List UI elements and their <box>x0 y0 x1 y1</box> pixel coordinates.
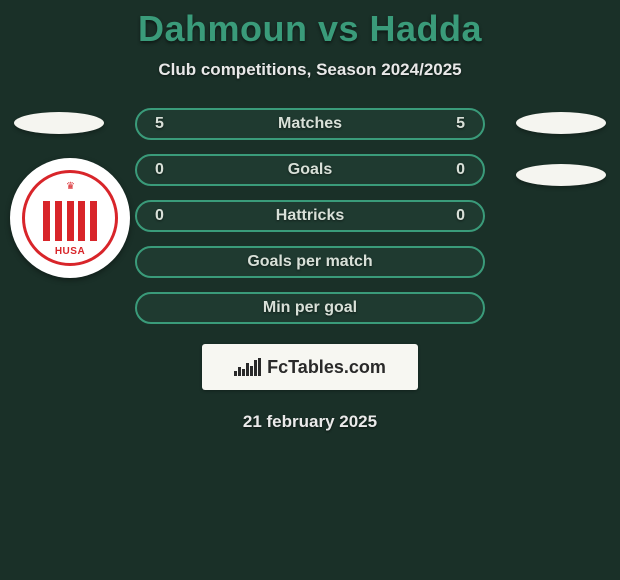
brand-box: FcTables.com <box>202 344 418 390</box>
stat-row: 5 Matches 5 <box>135 108 485 140</box>
stats-area: ♛ HUSA 5 Matches 5 0 Goals 0 0 Hattricks 0 Goals … <box>0 108 620 324</box>
stat-label: Goals <box>288 161 332 179</box>
stat-row: 0 Hattricks 0 <box>135 200 485 232</box>
infographic-root: Dahmoun vs Hadda Club competitions, Seas… <box>0 0 620 432</box>
player-photo-placeholder-right-2 <box>516 164 606 186</box>
stat-right-value: 5 <box>456 115 465 133</box>
stats-column: 5 Matches 5 0 Goals 0 0 Hattricks 0 Goals per mat… <box>135 108 485 324</box>
stat-label: Hattricks <box>276 207 344 225</box>
logo-stripes <box>43 201 97 241</box>
stat-row: 0 Goals 0 <box>135 154 485 186</box>
stat-row: Goals per match <box>135 246 485 278</box>
stat-left-value: 0 <box>155 161 164 179</box>
stat-label: Goals per match <box>247 253 372 271</box>
team-logo-left: ♛ HUSA <box>10 158 130 278</box>
stat-right-value: 0 <box>456 207 465 225</box>
page-title: Dahmoun vs Hadda <box>138 8 482 50</box>
player-photo-placeholder-right-1 <box>516 112 606 134</box>
stat-right-value: 0 <box>456 161 465 179</box>
stat-row: Min per goal <box>135 292 485 324</box>
crown-icon: ♛ <box>66 181 74 192</box>
stat-left-value: 0 <box>155 207 164 225</box>
player-photo-placeholder-left <box>14 112 104 134</box>
brand-text: FcTables.com <box>267 357 386 378</box>
date-label: 21 february 2025 <box>243 412 377 432</box>
stat-left-value: 5 <box>155 115 164 133</box>
page-subtitle: Club competitions, Season 2024/2025 <box>158 60 461 80</box>
logo-text: HUSA <box>55 246 85 257</box>
stat-label: Matches <box>278 115 342 133</box>
stat-label: Min per goal <box>263 299 357 317</box>
bar-chart-icon <box>234 358 261 376</box>
